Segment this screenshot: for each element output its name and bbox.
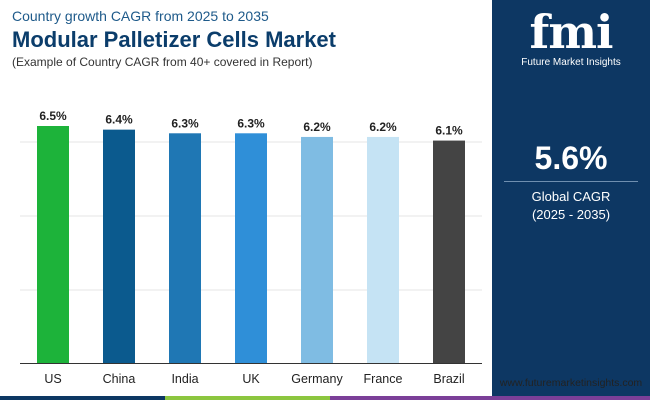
chart-title: Modular Palletizer Cells Market: [12, 27, 336, 52]
bar-china: [103, 129, 135, 363]
stripe-segment-0: [0, 396, 165, 400]
x-tick-india: India: [171, 372, 198, 386]
x-tick-brazil: Brazil: [433, 372, 464, 386]
chart-note: (Example of Country CAGR from 40+ covere…: [12, 55, 313, 69]
stripe-segment-1: [165, 396, 330, 400]
bar-france: [367, 136, 399, 363]
x-tick-us: US: [44, 372, 61, 386]
bar-india: [169, 133, 201, 363]
global-cagr-label: Global CAGR: [531, 189, 611, 204]
bar-brazil: [433, 140, 465, 363]
bar-germany: [301, 136, 333, 363]
stripe-segment-2: [330, 396, 650, 400]
x-tick-germany: Germany: [291, 372, 343, 386]
panel-divider: [504, 181, 638, 182]
bar-uk: [235, 133, 267, 363]
bottom-color-stripe: [0, 396, 650, 400]
fmi-logo: fmi: [529, 5, 614, 59]
data-label-china: 6.4%: [105, 113, 133, 127]
data-label-germany: 6.2%: [303, 120, 331, 134]
global-cagr-value: 5.6%: [534, 140, 608, 176]
data-label-us: 6.5%: [39, 109, 67, 123]
data-label-brazil: 6.1%: [435, 124, 463, 138]
x-tick-france: France: [364, 372, 403, 386]
global-cagr-period: (2025 - 2035): [531, 207, 611, 222]
chart-subtitle: Country growth CAGR from 2025 to 2035: [12, 8, 269, 24]
x-tick-uk: UK: [242, 372, 260, 386]
chart-header: Country growth CAGR from 2025 to 2035 Mo…: [12, 6, 482, 70]
data-label-uk: 6.3%: [237, 116, 265, 130]
brand-panel: fmi Future Market Insights 5.6% Global C…: [492, 0, 650, 396]
bar-us: [37, 126, 69, 363]
logo-caption: Future Market Insights: [521, 57, 621, 68]
website-link[interactable]: www.futuremarketinsights.com: [499, 377, 643, 389]
x-tick-china: China: [103, 372, 136, 386]
data-label-france: 6.2%: [369, 120, 397, 134]
bar-chart: 6.5% US 6.4% China 6.3% India 6.3% UK 6.2% German…: [20, 109, 482, 386]
data-label-india: 6.3%: [171, 116, 199, 130]
